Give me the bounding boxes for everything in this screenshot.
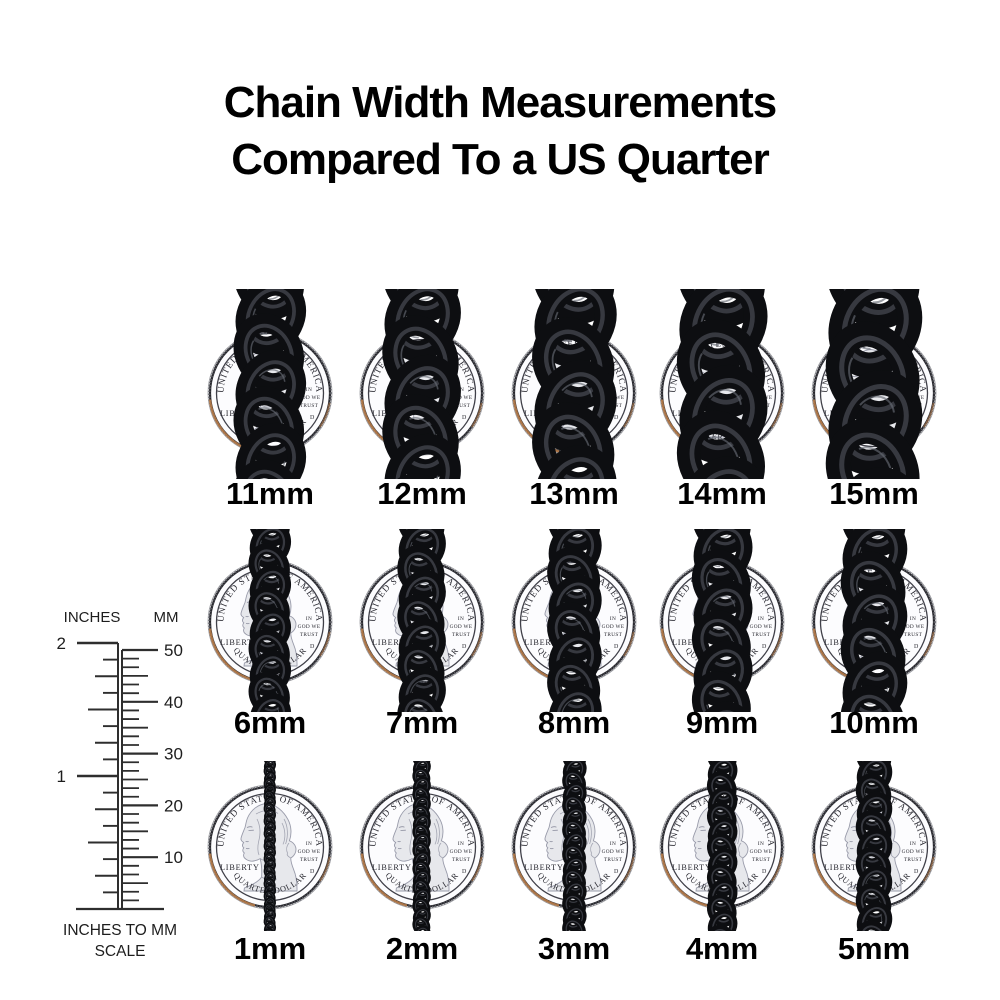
chain-6mm — [248, 529, 292, 712]
title-line-1: Chain Width Measurements — [223, 78, 778, 127]
size-label: 15mm — [829, 476, 919, 511]
size-label: 6mm — [233, 705, 307, 740]
inches-to-mm-ruler: INCHES MM 2 1 50 40 30 20 10 INCHES TO MM SCALE — [57, 609, 183, 960]
size-label: 7mm — [385, 705, 459, 740]
size-label: 1mm — [233, 931, 307, 966]
ruler-caption-line-1: INCHES TO MM — [63, 922, 177, 939]
ruler-inch-label: 2 — [57, 634, 66, 653]
chain-7mm — [397, 529, 447, 712]
ruler-inch-label: 1 — [57, 767, 66, 786]
chain-10mm — [840, 529, 908, 712]
ruler-mm-label: 40 — [164, 693, 183, 712]
chain-8mm — [546, 529, 602, 712]
ruler-mm-header: MM — [154, 609, 179, 626]
title-line-2: Compared To a US Quarter — [231, 135, 770, 184]
ruler-mm-label: 10 — [164, 848, 183, 867]
size-label: 4mm — [685, 931, 759, 966]
size-label: 3mm — [537, 931, 611, 966]
ruler-inches-header: INCHES — [64, 609, 121, 626]
ruler-caption-line-2: SCALE — [95, 943, 146, 960]
chain-3mm — [561, 761, 587, 931]
size-label: 9mm — [685, 705, 759, 740]
chain-14mm — [676, 289, 768, 479]
ruler-mm-label: 30 — [164, 745, 183, 764]
size-label: 13mm — [529, 476, 619, 511]
chain-5mm — [855, 761, 893, 931]
chain-11mm — [233, 289, 307, 479]
size-label: 2mm — [385, 931, 459, 966]
size-label: 14mm — [677, 476, 767, 511]
chain-4mm — [706, 761, 738, 931]
ruler-mm-label: 50 — [164, 641, 183, 660]
page-title: Chain Width Measurements Compared To a U… — [0, 74, 1000, 188]
ruler-mm-label: 20 — [164, 796, 183, 815]
size-label: 11mm — [226, 476, 314, 511]
chain-13mm — [531, 289, 617, 479]
chain-12mm — [382, 289, 462, 479]
size-label: 10mm — [829, 705, 919, 740]
chain-1mm — [263, 761, 277, 931]
size-label: 12mm — [377, 476, 467, 511]
size-label: 8mm — [537, 705, 611, 740]
chain-9mm — [691, 529, 753, 712]
chain-15mm — [825, 289, 923, 479]
size-label: 5mm — [837, 931, 911, 966]
chain-2mm — [412, 761, 432, 931]
